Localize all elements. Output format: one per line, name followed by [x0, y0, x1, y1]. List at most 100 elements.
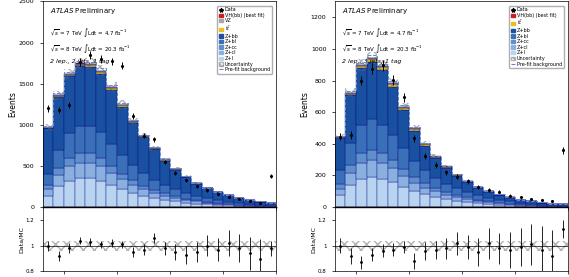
Bar	[149, 198, 159, 207]
Bar	[526, 204, 537, 205]
Bar	[388, 87, 398, 135]
Bar	[484, 204, 494, 207]
Bar	[335, 241, 345, 251]
Bar	[223, 195, 234, 202]
Bar	[170, 196, 181, 198]
Bar	[356, 163, 366, 179]
Bar	[53, 175, 64, 186]
Bar	[64, 241, 75, 251]
Bar	[202, 204, 213, 207]
Bar	[345, 185, 356, 207]
Bar	[149, 193, 159, 198]
Bar	[64, 69, 75, 79]
Bar	[85, 153, 96, 163]
Bar	[398, 148, 409, 169]
Bar	[377, 179, 388, 207]
Bar	[64, 76, 75, 134]
Bar	[356, 59, 366, 71]
Bar	[127, 165, 138, 180]
Bar	[462, 197, 473, 199]
Bar	[85, 126, 96, 153]
Bar	[516, 200, 526, 203]
Bar	[245, 204, 255, 205]
Bar	[159, 196, 170, 200]
Bar	[345, 173, 356, 185]
Bar	[64, 75, 75, 76]
Bar	[234, 205, 245, 206]
Bar	[138, 136, 149, 137]
Bar	[366, 52, 377, 64]
Bar	[75, 241, 85, 251]
Bar	[377, 125, 388, 153]
Bar	[181, 203, 191, 207]
Bar	[452, 188, 462, 195]
Bar	[366, 59, 377, 62]
Bar	[409, 241, 420, 251]
Bar	[484, 241, 494, 251]
Bar	[366, 58, 377, 59]
Bar	[441, 165, 452, 168]
Bar	[159, 158, 170, 161]
Bar	[255, 206, 266, 207]
Bar	[202, 188, 213, 198]
Bar	[245, 206, 255, 207]
Text: $\sqrt{s}$ = 7 TeV $\int$Ldt = 4.7 fb$^{-1}$: $\sqrt{s}$ = 7 TeV $\int$Ldt = 4.7 fb$^{…	[342, 26, 419, 39]
Bar	[106, 185, 117, 207]
Bar	[452, 197, 462, 201]
Bar	[127, 241, 138, 251]
Bar	[255, 205, 266, 206]
Bar	[537, 206, 547, 207]
Bar	[526, 205, 537, 206]
Bar	[377, 67, 388, 70]
Bar	[223, 202, 234, 204]
Bar	[181, 241, 191, 251]
Bar	[356, 65, 366, 66]
Bar	[558, 206, 568, 207]
Y-axis label: Events: Events	[300, 91, 310, 117]
Bar	[430, 241, 441, 251]
Bar	[170, 169, 181, 170]
Bar	[149, 241, 159, 251]
Bar	[266, 205, 277, 206]
Bar	[170, 198, 181, 201]
Bar	[452, 241, 462, 251]
Text: $\mathit{ATLAS}$ Preliminary: $\mathit{ATLAS}$ Preliminary	[342, 6, 408, 16]
Bar	[377, 163, 388, 179]
Bar	[547, 241, 558, 251]
Bar	[441, 168, 452, 184]
Bar	[430, 188, 441, 191]
Bar	[462, 180, 473, 182]
Bar	[398, 110, 409, 148]
Bar	[335, 137, 345, 138]
Bar	[452, 201, 462, 207]
Bar	[245, 205, 255, 206]
Bar	[159, 200, 170, 207]
Bar	[558, 204, 568, 206]
Bar	[516, 206, 526, 207]
Bar	[473, 201, 484, 203]
Bar	[462, 241, 473, 251]
Bar	[356, 179, 366, 207]
Bar	[85, 65, 96, 67]
Bar	[345, 95, 356, 143]
Bar	[409, 191, 420, 207]
Bar	[53, 186, 64, 207]
Bar	[138, 196, 149, 207]
Bar	[356, 68, 366, 125]
Bar	[181, 200, 191, 203]
Bar	[537, 241, 547, 251]
Text: $\sqrt{s}$ = 7 TeV $\int$Ldt = 4.7 fb$^{-1}$: $\sqrt{s}$ = 7 TeV $\int$Ldt = 4.7 fb$^{…	[50, 26, 127, 39]
Bar	[484, 202, 494, 204]
Bar	[505, 241, 516, 251]
Bar	[430, 178, 441, 188]
Bar	[462, 182, 473, 192]
Bar	[96, 65, 106, 76]
Bar	[345, 241, 356, 251]
Bar	[96, 71, 106, 74]
Bar	[266, 202, 277, 203]
Bar	[117, 179, 127, 189]
Bar	[398, 187, 409, 207]
Bar	[64, 181, 75, 207]
Bar	[526, 201, 537, 204]
Bar	[441, 184, 452, 192]
